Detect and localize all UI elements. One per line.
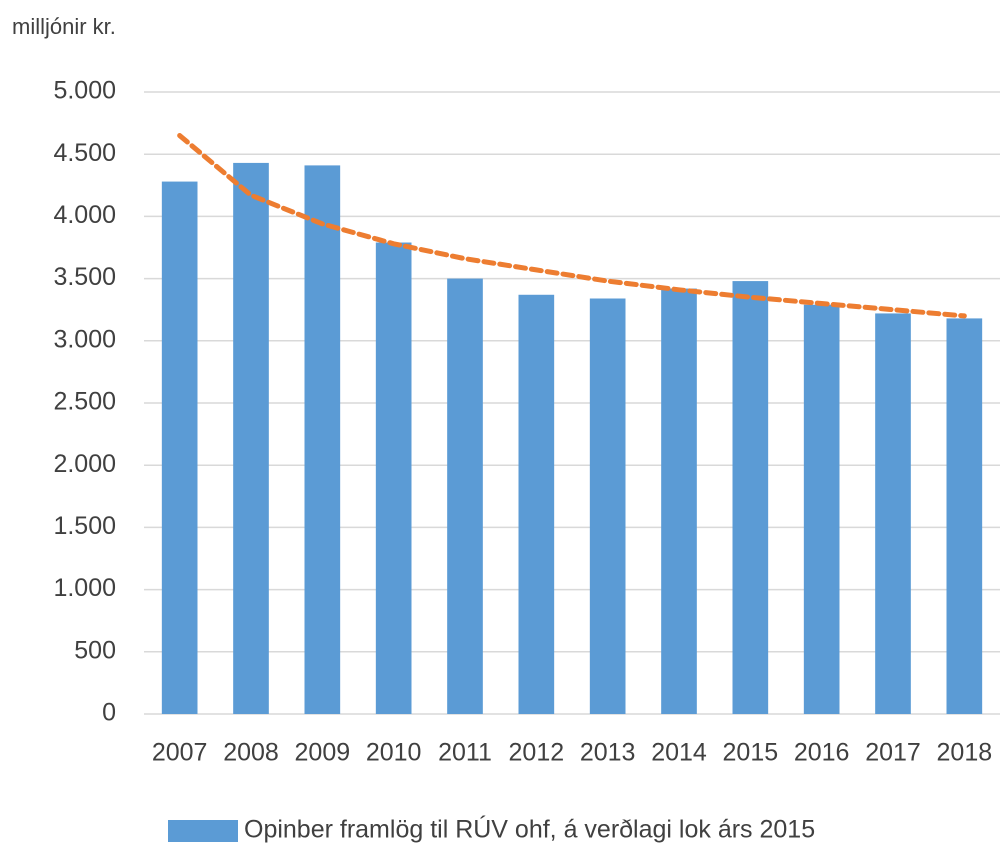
bar <box>304 165 341 714</box>
y-tick-label: 3.500 <box>53 263 116 291</box>
trend-line <box>177 133 967 319</box>
bar <box>661 288 697 714</box>
bar <box>732 281 769 714</box>
x-tick-label: 2014 <box>651 739 707 767</box>
bar <box>803 304 840 714</box>
y-tick-label: 1.000 <box>53 574 116 602</box>
y-tick-label: 3.000 <box>53 325 116 353</box>
bar <box>233 162 269 714</box>
x-tick-label: 2008 <box>223 739 279 767</box>
bar <box>447 278 483 714</box>
y-tick-label: 4.000 <box>53 201 116 229</box>
x-tick-label: 2015 <box>723 739 779 767</box>
legend-label: Opinber framlög til RÚV ohf, á verðlagi … <box>244 815 815 844</box>
bar <box>375 242 412 715</box>
x-tick-label: 2007 <box>152 739 208 767</box>
y-tick-label: 4.500 <box>53 139 116 167</box>
x-tick-label: 2016 <box>794 739 850 767</box>
bar <box>518 294 555 714</box>
x-tick-label: 2017 <box>865 739 921 767</box>
y-tick-label: 0 <box>102 699 116 727</box>
y-tick-label: 1.500 <box>53 512 116 540</box>
bar <box>161 181 198 714</box>
x-tick-label: 2018 <box>937 739 993 767</box>
y-axis-label: milljónir kr. <box>12 14 116 39</box>
y-tick-label: 5.000 <box>53 77 116 105</box>
x-tick-label: 2010 <box>366 739 422 767</box>
y-tick-label: 500 <box>74 636 116 664</box>
x-tick-label: 2009 <box>295 739 351 767</box>
y-tick-label: 2.500 <box>53 388 116 416</box>
bar <box>946 318 983 714</box>
legend-swatch <box>168 820 238 842</box>
x-tick-label: 2013 <box>580 739 636 767</box>
x-tick-label: 2012 <box>509 739 565 767</box>
x-tick-label: 2011 <box>438 739 492 767</box>
bar <box>589 298 626 714</box>
bar <box>875 313 911 714</box>
y-tick-label: 2.000 <box>53 450 116 478</box>
